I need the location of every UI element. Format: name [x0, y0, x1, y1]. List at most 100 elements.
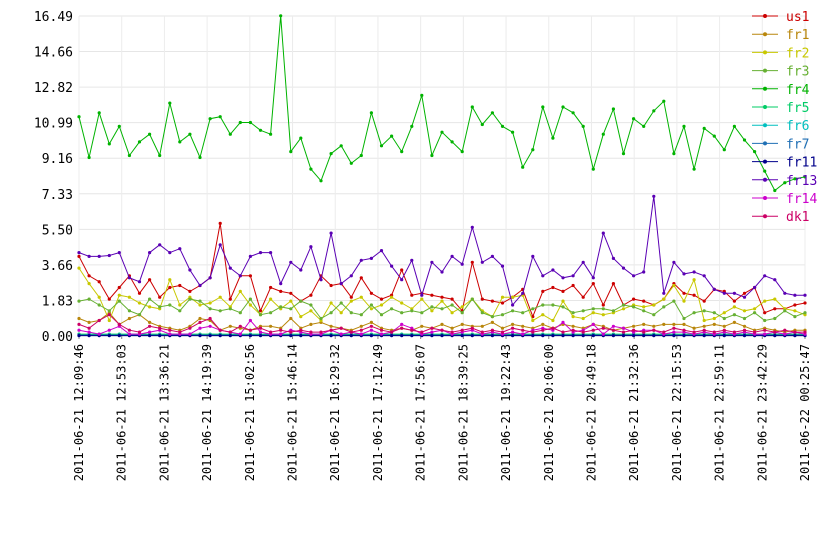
x-tick-label: 2011-06-21 18:39:25 — [456, 344, 470, 481]
data-point — [621, 330, 626, 334]
data-point — [531, 318, 535, 323]
data-point — [642, 299, 646, 303]
x-tick-label: 2011-06-21 12:09:46 — [72, 344, 86, 481]
legend-item-fr7: fr7 — [752, 137, 809, 152]
data-point — [732, 313, 737, 317]
data-point — [591, 334, 595, 338]
data-point — [521, 311, 525, 315]
data-point — [279, 305, 283, 309]
data-point — [369, 324, 373, 328]
data-point — [97, 318, 101, 323]
data-point — [107, 253, 111, 258]
data-point — [148, 330, 152, 334]
data-point — [541, 105, 545, 109]
data-point — [258, 334, 263, 338]
data-point — [430, 326, 434, 330]
data-point — [440, 322, 444, 326]
data-point — [702, 299, 706, 303]
data-point — [359, 332, 363, 336]
data-point — [87, 320, 91, 324]
legend-item-fr6: fr6 — [752, 119, 809, 134]
data-point — [248, 274, 252, 278]
x-tick-label: 2011-06-21 20:06:00 — [542, 344, 556, 481]
data-point — [279, 14, 283, 18]
data-point — [702, 328, 706, 332]
data-point — [672, 326, 676, 330]
data-point — [198, 283, 202, 288]
data-point — [571, 324, 575, 328]
data-point — [198, 334, 202, 338]
data-point — [218, 309, 222, 313]
data-point — [763, 328, 767, 332]
data-point — [238, 332, 242, 336]
data-point — [77, 328, 81, 332]
data-point — [178, 303, 182, 307]
data-point — [450, 311, 454, 315]
data-point — [793, 334, 797, 338]
data-point — [379, 328, 384, 332]
data-point — [581, 124, 585, 128]
data-point — [97, 303, 101, 307]
legend-label: fr14 — [786, 192, 817, 207]
data-point — [107, 334, 111, 338]
data-point — [390, 295, 394, 299]
data-point — [490, 320, 494, 324]
data-point — [117, 285, 121, 290]
data-point — [349, 330, 353, 334]
data-point — [148, 251, 152, 255]
data-point — [420, 311, 424, 315]
data-point — [258, 313, 263, 317]
data-point — [521, 332, 525, 336]
legend-marker — [763, 159, 767, 164]
data-point — [148, 320, 152, 324]
data-point — [692, 293, 696, 297]
data-point — [561, 305, 565, 309]
data-point — [137, 330, 142, 334]
data-point — [702, 334, 706, 338]
data-point — [137, 313, 142, 317]
data-point — [783, 291, 787, 295]
data-point — [702, 274, 706, 278]
data-point — [702, 309, 706, 313]
data-point — [753, 285, 757, 290]
data-point — [127, 276, 131, 280]
data-point — [269, 297, 273, 301]
data-point — [460, 328, 464, 332]
data-point — [269, 132, 273, 136]
data-point — [531, 307, 535, 311]
data-point — [500, 124, 505, 128]
data-point — [541, 274, 545, 278]
data-point — [642, 334, 646, 338]
data-point — [793, 309, 797, 313]
data-point — [621, 334, 626, 338]
data-point — [652, 194, 656, 198]
y-tick-label: 3.66 — [42, 259, 73, 274]
data-point — [642, 330, 646, 334]
data-point — [289, 316, 293, 321]
data-point — [97, 280, 101, 284]
data-point — [279, 282, 283, 286]
data-point — [591, 311, 595, 315]
series-fr3 — [77, 297, 807, 323]
data-point — [359, 324, 363, 328]
data-point — [773, 316, 777, 321]
data-point — [480, 122, 484, 127]
data-point — [379, 297, 384, 301]
data-point — [783, 332, 787, 336]
data-point — [601, 231, 605, 235]
data-point — [561, 105, 565, 109]
legend-marker — [763, 196, 767, 200]
x-tick-label: 2011-06-21 23:42:29 — [755, 344, 769, 481]
data-point — [773, 334, 777, 338]
y-axis: 0.00 1.83 3.66 5.50 7.33 9.16 10.99 12.82 14.66 1… — [34, 10, 73, 345]
x-axis: 2011-06-21 12:09:46 2011-06-21 12:53:03 20… — [72, 336, 812, 481]
y-tick-label: 9.16 — [42, 152, 73, 167]
data-point — [410, 328, 414, 332]
data-point — [682, 316, 686, 321]
x-tick-label: 2011-06-21 17:12:49 — [371, 344, 385, 481]
data-point — [359, 328, 363, 332]
data-point — [218, 243, 222, 247]
data-point — [420, 93, 424, 97]
data-point — [672, 152, 676, 156]
data-point — [420, 330, 424, 334]
